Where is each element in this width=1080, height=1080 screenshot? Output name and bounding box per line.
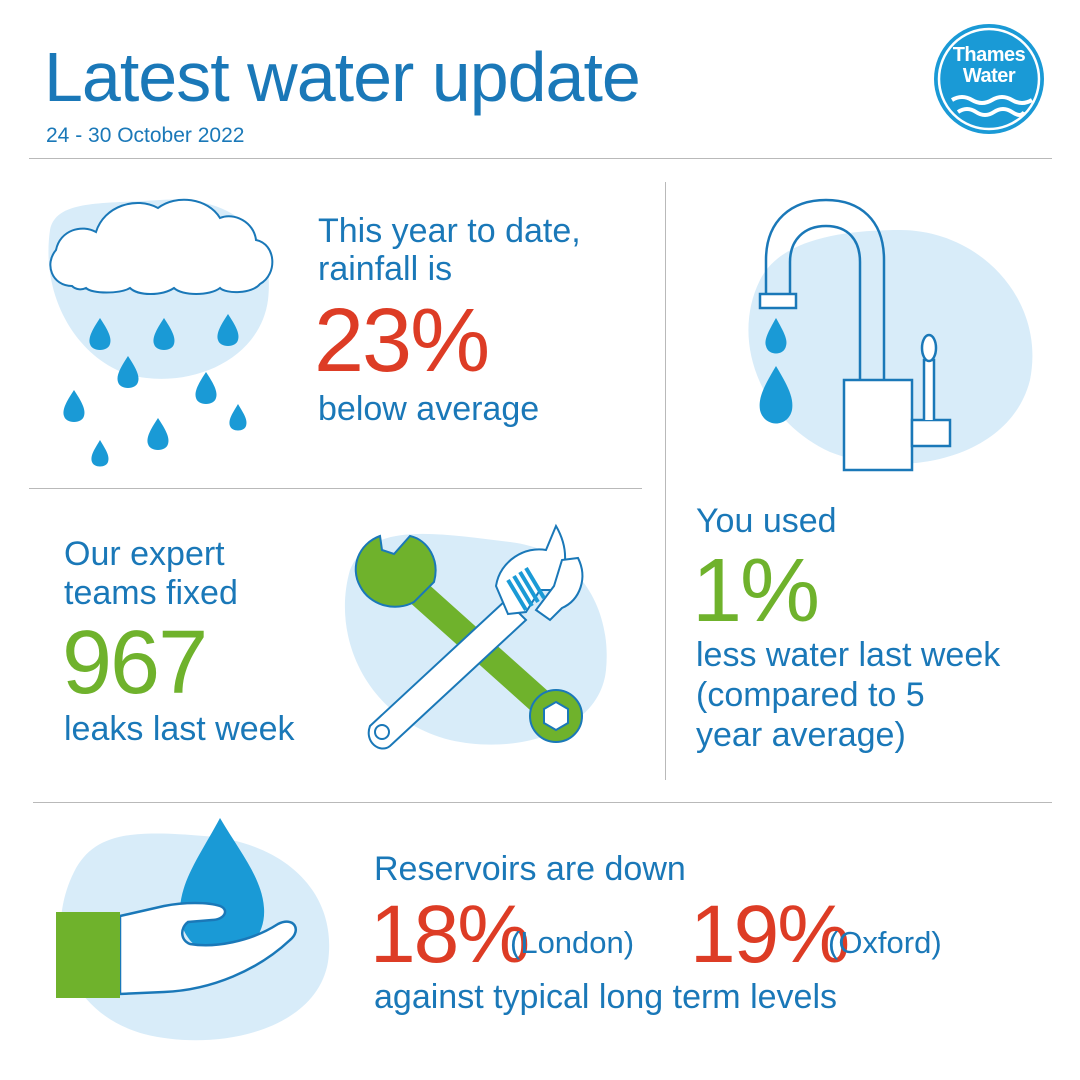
- reservoirs-london-label: (London): [510, 925, 635, 960]
- rainfall-caption: below average: [318, 390, 540, 428]
- reservoirs-london-value: 18%: [370, 889, 530, 980]
- divider-vertical: [665, 182, 666, 780]
- page-title: Latest water update: [44, 38, 641, 116]
- usage-line2: (compared to 5: [696, 676, 925, 714]
- rainfall-line1: This year to date,: [318, 212, 581, 250]
- rain-cloud-icon: [48, 198, 274, 467]
- rainfall-line2: rainfall is: [318, 250, 453, 288]
- usage-line1: less water last week: [696, 636, 1001, 674]
- divider-middle: [29, 488, 642, 489]
- leaks-line1: Our expert: [64, 535, 225, 573]
- thames-water-logo: Thames Water: [932, 22, 1046, 136]
- wrench-spanner-icon: [344, 523, 607, 750]
- reservoirs-oxford-value: 19%: [690, 889, 850, 980]
- reservoirs-caption: against typical long term levels: [374, 978, 838, 1016]
- usage-value: 1%: [692, 541, 820, 641]
- tap-icon: [748, 198, 1033, 472]
- divider-header: [29, 158, 1052, 159]
- hand-water-drop-icon: [56, 818, 330, 1041]
- rainfall-value: 23%: [314, 291, 490, 391]
- leaks-caption: leaks last week: [64, 710, 295, 748]
- divider-bottom: [33, 802, 1052, 803]
- logo-text-thames: Thames: [952, 44, 1026, 66]
- usage-line3: year average): [696, 716, 906, 754]
- reservoirs-oxford-label: (Oxford): [828, 925, 942, 960]
- logo-text-water: Water: [962, 65, 1016, 87]
- date-range: 24 - 30 October 2022: [46, 124, 245, 147]
- logo-badge-icon: [934, 24, 1044, 134]
- leaks-value: 967: [62, 613, 208, 713]
- usage-intro: You used: [696, 502, 837, 540]
- reservoirs-intro: Reservoirs are down: [374, 850, 686, 888]
- leaks-line2: teams fixed: [64, 574, 238, 612]
